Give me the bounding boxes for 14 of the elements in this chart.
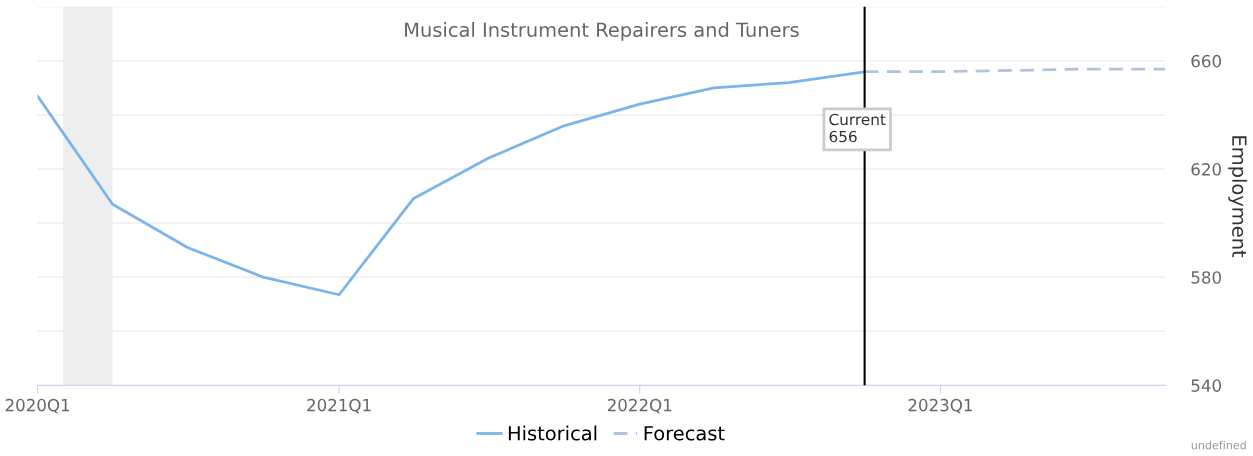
annotation: Current 656	[829, 113, 886, 143]
y-tick-label: 660	[1191, 54, 1221, 68]
legend-label: Forecast	[644, 426, 725, 441]
x-tick-label: 2020Q1	[5, 398, 70, 414]
x-tick-label: 2021Q1	[307, 398, 371, 414]
x-tick-label: 2022Q1	[607, 398, 672, 414]
text: Musical Instrument Repairers and Tuners	[405, 22, 799, 41]
x-tick-label: 2023Q1	[908, 398, 972, 414]
y-tick-label: 580	[1191, 271, 1221, 284]
y-tick-label: 540	[1191, 379, 1221, 392]
y-tick-label: 620	[1191, 163, 1221, 176]
legend-label: Historical	[508, 425, 597, 441]
text: undefined	[1191, 440, 1246, 450]
y-axis-title: Employment	[1228, 136, 1248, 258]
